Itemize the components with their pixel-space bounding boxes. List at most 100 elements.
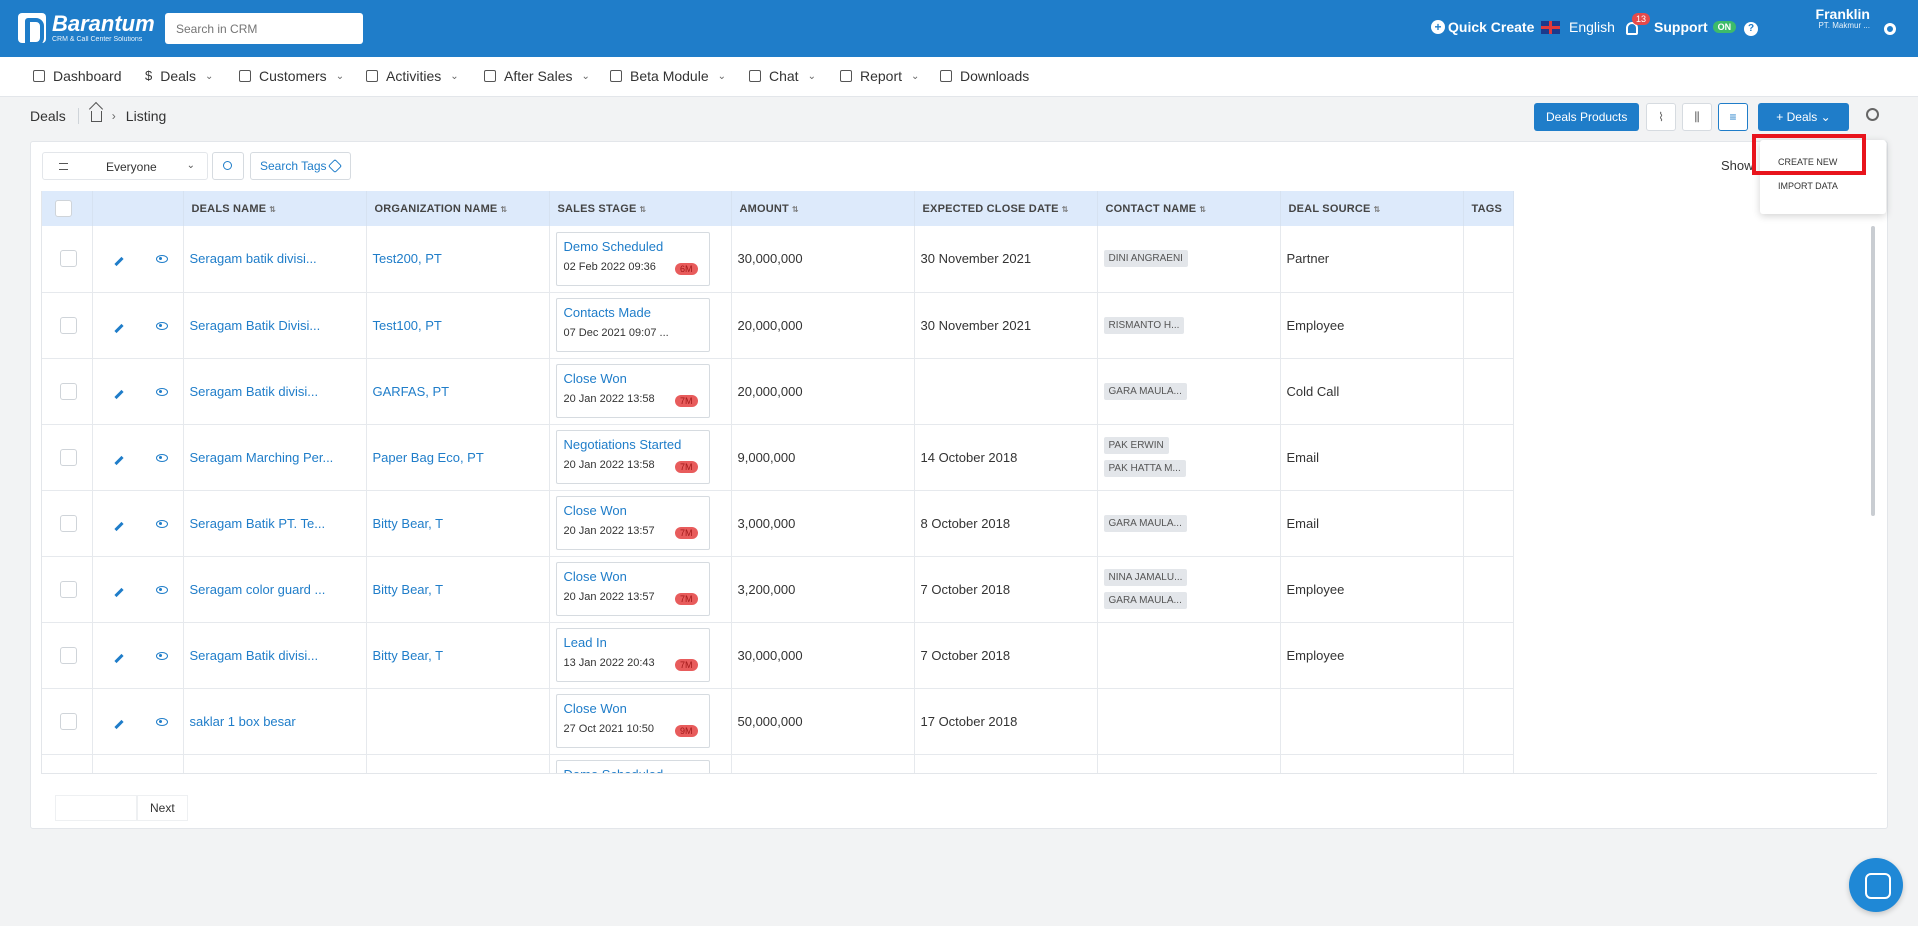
edit-pencil-icon[interactable] — [113, 719, 124, 729]
col-organization-name[interactable]: ORGANIZATION NAME ⇅ — [366, 191, 550, 226]
contact-chip[interactable]: GARA MAULA... — [1103, 382, 1187, 400]
chat-support-button[interactable] — [1849, 858, 1903, 912]
col-deal-source[interactable]: DEAL SOURCE ⇅ — [1280, 191, 1464, 226]
edit-pencil-icon[interactable] — [113, 587, 124, 597]
table-settings-gear-icon[interactable] — [1866, 108, 1879, 121]
deal-name-link[interactable]: Seragam Batik Divisi... — [189, 317, 321, 333]
col-expected-close-date[interactable]: EXPECTED CLOSE DATE ⇅ — [914, 191, 1098, 226]
user-menu[interactable]: Franklin PT. Makmur ... — [1816, 6, 1870, 31]
col-contact-name[interactable]: CONTACT NAME ⇅ — [1097, 191, 1281, 226]
nav-item-after-sales[interactable]: After Sales ⌄ — [484, 68, 590, 84]
organization-link[interactable]: Bitty Bear, T — [372, 515, 444, 531]
contact-chip[interactable]: PAK ERWIN — [1103, 437, 1169, 454]
edit-pencil-icon[interactable] — [113, 653, 124, 663]
create-new-menu-item[interactable]: CREATE NEW — [1778, 157, 1838, 167]
language-selector[interactable]: English — [1541, 19, 1615, 35]
sales-stage-card[interactable]: Lead In 13 Jan 2022 20:43 7M — [555, 628, 710, 682]
view-eye-icon[interactable] — [155, 387, 168, 396]
deal-name-link[interactable]: Seragam Batik divisi... — [189, 647, 319, 663]
view-eye-icon[interactable] — [155, 255, 168, 264]
add-deals-button[interactable]: + Deals ⌄ — [1758, 103, 1849, 131]
edit-pencil-icon[interactable] — [113, 257, 124, 267]
list-view-icon[interactable]: ≡ — [1718, 103, 1748, 131]
quick-create-button[interactable]: + Quick Create — [1431, 19, 1534, 35]
contact-chip[interactable]: NINA JAMALU... — [1103, 569, 1188, 586]
view-eye-icon[interactable] — [155, 717, 168, 726]
col-amount[interactable]: AMOUNT ⇅ — [731, 191, 915, 226]
home-icon[interactable] — [90, 110, 102, 122]
view-eye-icon[interactable] — [155, 519, 168, 528]
deal-name-link[interactable]: saklar 1 box besar — [189, 713, 296, 729]
view-eye-icon[interactable] — [155, 321, 168, 330]
table-scrollbar[interactable] — [1871, 226, 1875, 516]
previous-page-button[interactable]: Prev — [55, 795, 137, 821]
sales-stage-card[interactable]: Demo Scheduled 02 Feb 2022 09:36 6M — [555, 231, 710, 286]
sales-stage-card[interactable]: Close Won 20 Jan 2022 13:57 7M — [555, 562, 710, 616]
contact-chip[interactable]: PAK HATTA M... — [1103, 460, 1186, 477]
organization-link[interactable]: Bitty Bear, T — [372, 647, 444, 663]
organization-link[interactable]: Bitty Bear, T — [372, 581, 444, 597]
row-checkbox[interactable] — [60, 250, 77, 268]
sales-stage-card[interactable]: Demo Scheduled — [555, 760, 710, 773]
breadcrumb-module[interactable]: Deals — [30, 108, 66, 124]
nav-item-chat[interactable]: Chat ⌄ — [749, 68, 816, 84]
app-logo[interactable]: Barantum CRM & Call Center Solutions — [18, 13, 155, 46]
next-page-button[interactable]: Next — [137, 795, 188, 821]
help-icon[interactable]: ? — [1744, 22, 1758, 36]
support-toggle[interactable]: Support ON — [1654, 19, 1737, 35]
row-checkbox[interactable] — [60, 712, 77, 730]
contact-chip[interactable]: GARA MAULA... — [1103, 514, 1187, 532]
organization-link[interactable]: Test100, PT — [372, 317, 442, 333]
edit-pencil-icon[interactable] — [113, 521, 124, 531]
deal-name-link[interactable]: Seragam Batik PT. Te... — [189, 515, 326, 531]
col-sales-stage[interactable]: SALES STAGE ⇅ — [549, 191, 732, 226]
owner-filter-select[interactable]: Everyone ⌄ — [42, 152, 208, 180]
sales-stage-card[interactable]: Negotiations Started 20 Jan 2022 13:58 7… — [555, 430, 710, 484]
select-all-checkbox[interactable] — [55, 200, 72, 217]
deal-name-cell: Seragam Batik divisi... — [183, 622, 367, 689]
row-checkbox[interactable] — [60, 580, 77, 598]
row-checkbox[interactable] — [60, 382, 77, 400]
organization-link[interactable]: Test200, PT — [372, 251, 442, 267]
deal-name-link[interactable]: Seragam color guard ... — [189, 581, 326, 597]
nav-item-dashboard[interactable]: Dashboard — [33, 68, 122, 84]
nav-item-deals[interactable]: $ Deals ⌄ — [145, 68, 213, 84]
edit-pencil-icon[interactable] — [113, 455, 124, 465]
nav-item-beta-module[interactable]: Beta Module ⌄ — [610, 68, 726, 84]
edit-pencil-icon[interactable] — [113, 323, 124, 333]
row-checkbox[interactable] — [60, 514, 77, 532]
contact-chip[interactable]: DINI ANGRAENI — [1103, 250, 1188, 268]
contact-chip[interactable]: RISMANTO H... — [1103, 316, 1185, 334]
search-tags-button[interactable]: Search Tags — [250, 152, 351, 180]
view-eye-icon[interactable] — [155, 453, 168, 462]
deal-name-link[interactable]: Seragam batik divisi... — [189, 251, 317, 267]
nav-item-report[interactable]: Report ⌄ — [840, 68, 919, 84]
sales-stage-card[interactable]: Contacts Made 07 Dec 2021 09:07 ... — [555, 298, 710, 352]
row-checkbox[interactable] — [60, 448, 77, 466]
deal-name-link[interactable]: Seragam Batik divisi... — [189, 383, 319, 399]
organization-link[interactable]: GARFAS, PT — [372, 383, 450, 399]
import-data-menu-item[interactable]: IMPORT DATA — [1778, 181, 1838, 191]
col-deals-name[interactable]: DEALS NAME ⇅ — [183, 191, 367, 226]
deal-name-link[interactable]: Seragam Marching Per... — [189, 449, 334, 465]
chart-view-icon[interactable]: ⌇ — [1646, 103, 1676, 131]
nav-item-downloads[interactable]: Downloads — [940, 68, 1029, 84]
sales-stage-card[interactable]: Close Won 20 Jan 2022 13:57 7M — [555, 496, 710, 550]
nav-item-customers[interactable]: Customers ⌄ — [239, 68, 344, 84]
view-eye-icon[interactable] — [155, 585, 168, 594]
row-checkbox[interactable] — [60, 646, 77, 664]
deals-products-button[interactable]: Deals Products — [1534, 103, 1640, 131]
nav-item-activities[interactable]: Activities ⌄ — [366, 68, 459, 84]
organization-link[interactable]: Paper Bag Eco, PT — [372, 449, 484, 465]
bell-icon[interactable] — [1626, 22, 1638, 35]
kanban-view-icon[interactable]: ⫼ — [1682, 103, 1712, 131]
contact-chip[interactable]: GARA MAULA... — [1103, 592, 1187, 609]
row-checkbox[interactable] — [60, 316, 77, 334]
sales-stage-card[interactable]: Close Won 27 Oct 2021 10:50 9M — [555, 694, 710, 748]
sales-stage-card[interactable]: Close Won 20 Jan 2022 13:58 7M — [555, 364, 710, 418]
edit-pencil-icon[interactable] — [113, 389, 124, 399]
settings-gear-icon[interactable] — [1884, 23, 1896, 35]
view-eye-icon[interactable] — [155, 651, 168, 660]
search-button[interactable] — [212, 152, 244, 180]
crm-search-input[interactable] — [165, 13, 363, 44]
